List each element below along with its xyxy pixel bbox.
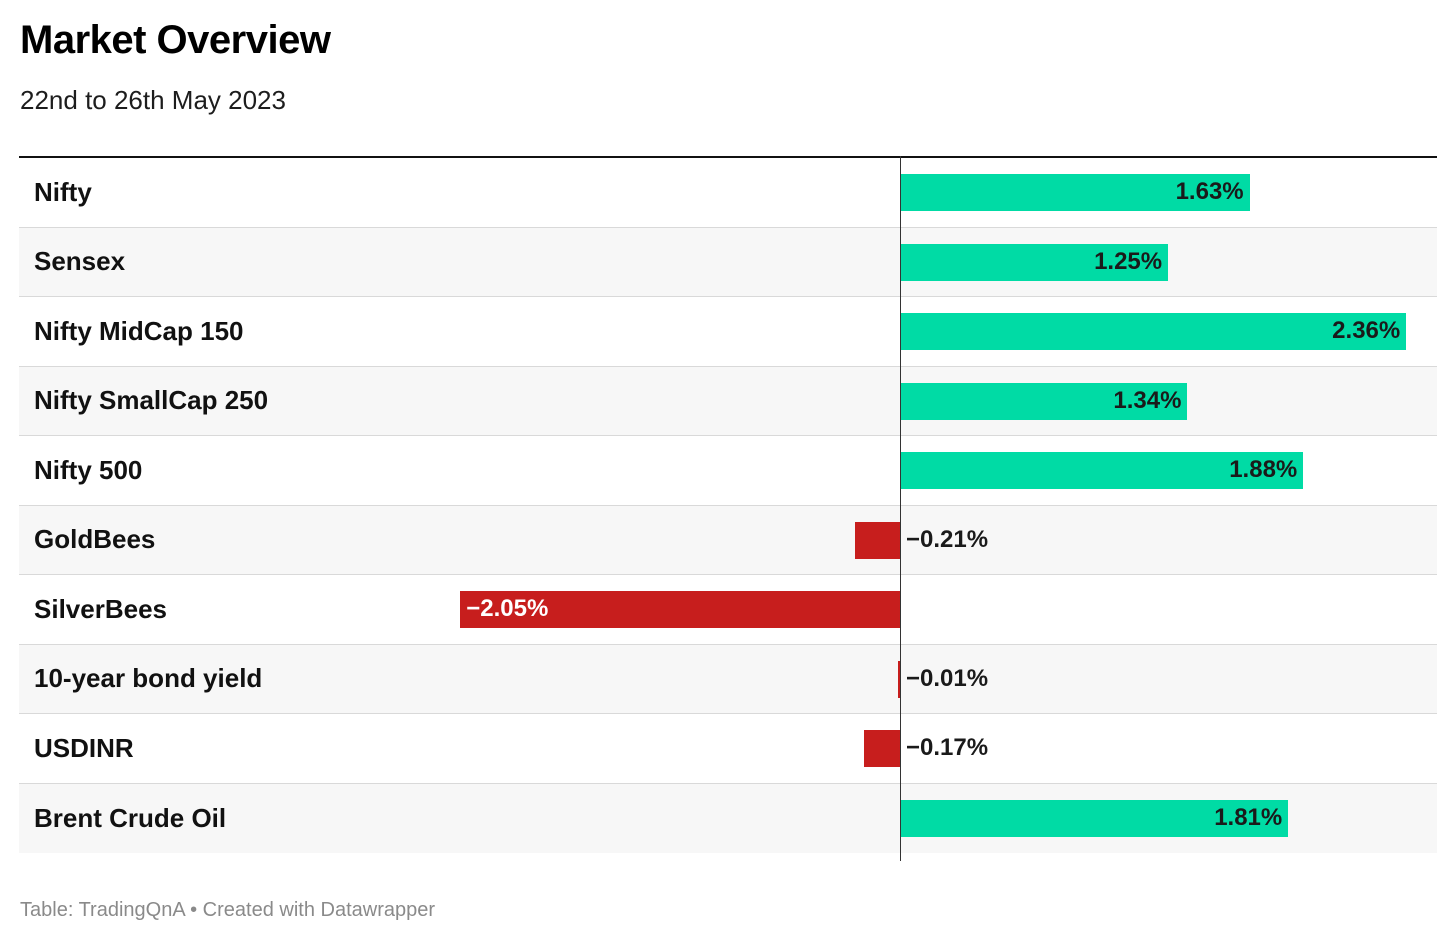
table-row: Nifty SmallCap 250 1.34% [19, 366, 1437, 436]
bar-negative [460, 591, 900, 628]
value-label: −0.01% [906, 664, 989, 692]
row-label: Nifty [34, 176, 92, 207]
bar-positive [900, 243, 1169, 281]
value-label: 1.81% [1214, 804, 1283, 832]
value-label: −2.05% [466, 595, 549, 623]
table-row: Sensex 1.25% [19, 227, 1437, 297]
value-label: 1.25% [1094, 247, 1163, 275]
value-label: 1.63% [1175, 178, 1244, 206]
bar-positive [900, 313, 1407, 350]
source-footer: Table: TradingQnA • Created with Datawra… [20, 899, 435, 921]
value-label: 1.88% [1229, 456, 1298, 484]
bar-positive [900, 799, 1289, 837]
value-label: 2.36% [1332, 317, 1401, 345]
row-label: 10-year bond yield [34, 663, 263, 694]
table-row: Nifty 500 1.88% [19, 436, 1437, 506]
row-label: USDINR [34, 732, 134, 763]
table-row: SilverBees −2.05% [19, 575, 1437, 645]
table-row: 10-year bond yield −0.01% [19, 644, 1437, 714]
value-label: −0.21% [906, 525, 989, 553]
row-label: Nifty SmallCap 250 [34, 385, 269, 416]
bar-table: Nifty 1.63% Sensex 1.25% Nifty MidCap 150 2.3… [19, 156, 1437, 853]
bar-negative [897, 660, 900, 698]
row-label: Nifty 500 [34, 454, 143, 485]
row-label: Sensex [34, 246, 126, 277]
table-row: Brent Crude Oil 1.81% [19, 783, 1437, 853]
zero-axis-line [900, 156, 901, 861]
chart-subtitle: 22nd to 26th May 2023 [20, 85, 286, 115]
table-row: Nifty 1.63% [19, 158, 1437, 228]
bar-negative [854, 521, 900, 559]
row-label: Nifty MidCap 150 [34, 315, 244, 346]
row-label: GoldBees [34, 524, 156, 555]
chart-title: Market Overview [20, 18, 331, 62]
row-label: Brent Crude Oil [34, 802, 227, 833]
table-row: USDINR −0.17% [19, 714, 1437, 784]
table-row: Nifty MidCap 150 2.36% [19, 297, 1437, 367]
bar-positive [900, 174, 1250, 211]
value-label: −0.17% [906, 734, 989, 762]
row-label: SilverBees [34, 593, 167, 624]
table-row: GoldBees −0.21% [19, 505, 1437, 575]
bar-positive [900, 382, 1188, 420]
bar-positive [900, 452, 1304, 489]
value-label: 1.34% [1113, 386, 1182, 414]
bar-negative [863, 730, 900, 767]
